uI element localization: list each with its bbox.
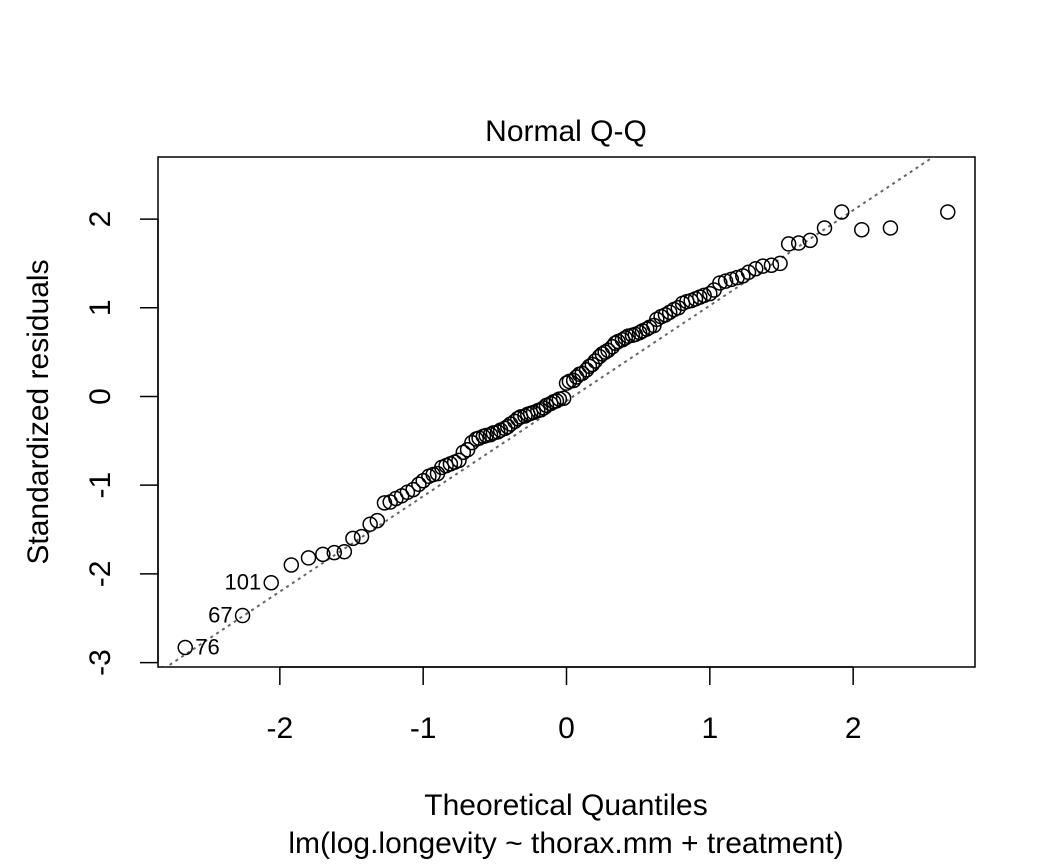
- y-tick-label: -2: [84, 561, 117, 588]
- data-point: [816, 220, 833, 236]
- x-tick-label: -1: [410, 712, 437, 745]
- data-points: [177, 204, 956, 656]
- point-labels: 101 67 76: [195, 570, 261, 660]
- data-point: [369, 512, 386, 529]
- point-label: 76: [195, 634, 219, 659]
- data-point: [802, 232, 818, 249]
- data-point: [411, 476, 427, 493]
- point-label: 101: [225, 570, 262, 595]
- data-point: [455, 444, 472, 461]
- data-point: [315, 546, 331, 563]
- data-point: [639, 321, 655, 337]
- data-point: [882, 220, 899, 236]
- data-point: [772, 255, 788, 272]
- data-point: [336, 543, 353, 560]
- data-point: [345, 530, 361, 547]
- data-point: [326, 544, 343, 561]
- data-point: [263, 574, 279, 591]
- data-point: [649, 311, 665, 328]
- data-point: [854, 221, 870, 238]
- data-point: [362, 516, 378, 532]
- data-point: [747, 261, 764, 277]
- data-point: [353, 528, 370, 545]
- data-point: [300, 550, 317, 566]
- chart-title: Normal Q-Q: [485, 115, 647, 148]
- data-point: [755, 258, 771, 274]
- y-tick-label: 0: [84, 388, 117, 405]
- data-point: [661, 304, 678, 320]
- data-point: [631, 324, 648, 341]
- data-point: [451, 452, 467, 469]
- data-point: [482, 426, 499, 443]
- y-axis: -3 -2 -1 0 1 2: [84, 211, 159, 676]
- data-point: [548, 393, 565, 409]
- data-point: [234, 607, 251, 624]
- data-point: [833, 204, 850, 220]
- y-axis-label: Standardized residuals: [22, 259, 55, 564]
- data-point: [405, 481, 421, 498]
- data-point: [607, 335, 623, 352]
- data-point: [723, 271, 740, 288]
- data-point: [712, 275, 728, 291]
- x-tick-label: 1: [701, 712, 718, 745]
- data-point: [581, 358, 598, 375]
- data-point: [740, 264, 757, 281]
- point-label: 67: [208, 603, 232, 628]
- y-tick-label: 2: [84, 211, 117, 228]
- data-point: [717, 273, 734, 289]
- data-point: [283, 557, 300, 573]
- data-point: [510, 410, 526, 427]
- data-point: [702, 285, 718, 302]
- data-point: [780, 236, 797, 252]
- x-tick-label: -2: [266, 712, 293, 745]
- x-tick-label: 2: [845, 712, 862, 745]
- data-point: [578, 362, 595, 378]
- y-tick-label: -1: [84, 472, 117, 499]
- x-tick-label: 0: [558, 712, 575, 745]
- y-tick-label: 1: [84, 299, 117, 316]
- data-point: [489, 424, 506, 440]
- data-point: [696, 287, 712, 304]
- x-axis: -2 -1 0 1 2: [266, 666, 862, 745]
- data-point: [657, 307, 674, 323]
- data-point: [763, 257, 780, 273]
- data-point: [555, 390, 572, 407]
- data-point: [617, 330, 634, 346]
- x-axis-label: Theoretical Quantiles: [424, 789, 707, 822]
- chart-subtitle: lm(log.longevity ~ thorax.mm + treatment…: [288, 827, 843, 860]
- data-point: [790, 235, 807, 251]
- data-point: [940, 204, 956, 220]
- data-point: [177, 639, 193, 656]
- y-tick-label: -3: [84, 649, 117, 676]
